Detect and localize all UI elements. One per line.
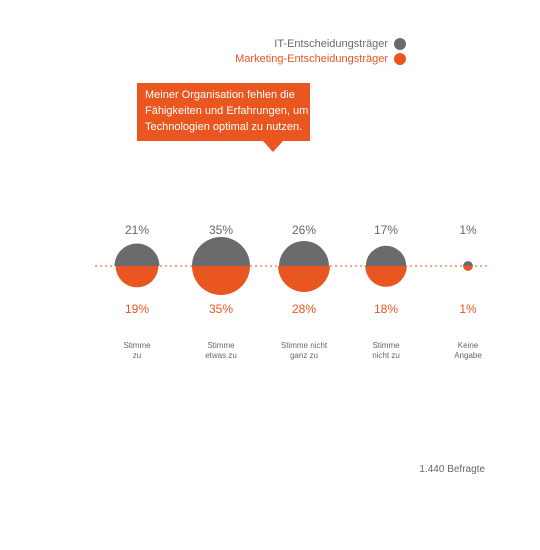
- category-label: Stimme: [123, 341, 151, 350]
- it-half-bubble: [192, 237, 250, 266]
- marketing-half-bubble: [463, 266, 473, 271]
- marketing-value-label: 18%: [374, 302, 398, 316]
- category-label: Stimme: [372, 341, 400, 350]
- it-value-label: 17%: [374, 223, 398, 237]
- it-half-bubble: [114, 243, 160, 266]
- legend-item-it: IT-Entscheidungsträger: [274, 38, 406, 50]
- marketing-half-bubble: [192, 266, 250, 295]
- legend-dot-it-icon: [394, 38, 406, 50]
- category-label: Angabe: [454, 351, 482, 360]
- marketing-half-bubble: [115, 266, 159, 288]
- category-label: ganz zu: [290, 351, 318, 360]
- category-label: Stimme: [207, 341, 235, 350]
- callout-pointer: [263, 141, 283, 152]
- legend-label-it: IT-Entscheidungsträger: [274, 38, 388, 50]
- marketing-half-bubble: [278, 266, 330, 292]
- marketing-value-label: 35%: [209, 302, 233, 316]
- marketing-value-label: 1%: [459, 302, 477, 316]
- statement-callout: Meiner Organisation fehlen die Fähigkeit…: [137, 83, 310, 141]
- it-value-label: 26%: [292, 223, 316, 237]
- category-label: Stimme nicht: [281, 341, 328, 350]
- it-half-bubble: [279, 241, 329, 266]
- it-half-bubble: [463, 261, 473, 266]
- respondents-note: 1.440 Befragte: [419, 464, 485, 475]
- category-label: Keine: [458, 341, 479, 350]
- it-value-label: 1%: [459, 223, 477, 237]
- legend-item-marketing: Marketing-Entscheidungsträger: [235, 53, 406, 65]
- legend: IT-Entscheidungsträger Marketing-Entsche…: [235, 38, 406, 65]
- it-value-label: 35%: [209, 223, 233, 237]
- it-half-bubble: [365, 245, 407, 266]
- statement-text: Meiner Organisation fehlen die Fähigkeit…: [145, 89, 309, 133]
- legend-label-marketing: Marketing-Entscheidungsträger: [235, 53, 388, 65]
- category-label: nicht zu: [372, 351, 400, 360]
- legend-dot-marketing-icon: [394, 53, 406, 65]
- marketing-half-bubble: [365, 266, 407, 287]
- it-value-label: 21%: [125, 223, 149, 237]
- category-label: etwas zu: [205, 351, 237, 360]
- marketing-value-label: 28%: [292, 302, 316, 316]
- category-label: zu: [133, 351, 141, 360]
- marketing-value-label: 19%: [125, 302, 149, 316]
